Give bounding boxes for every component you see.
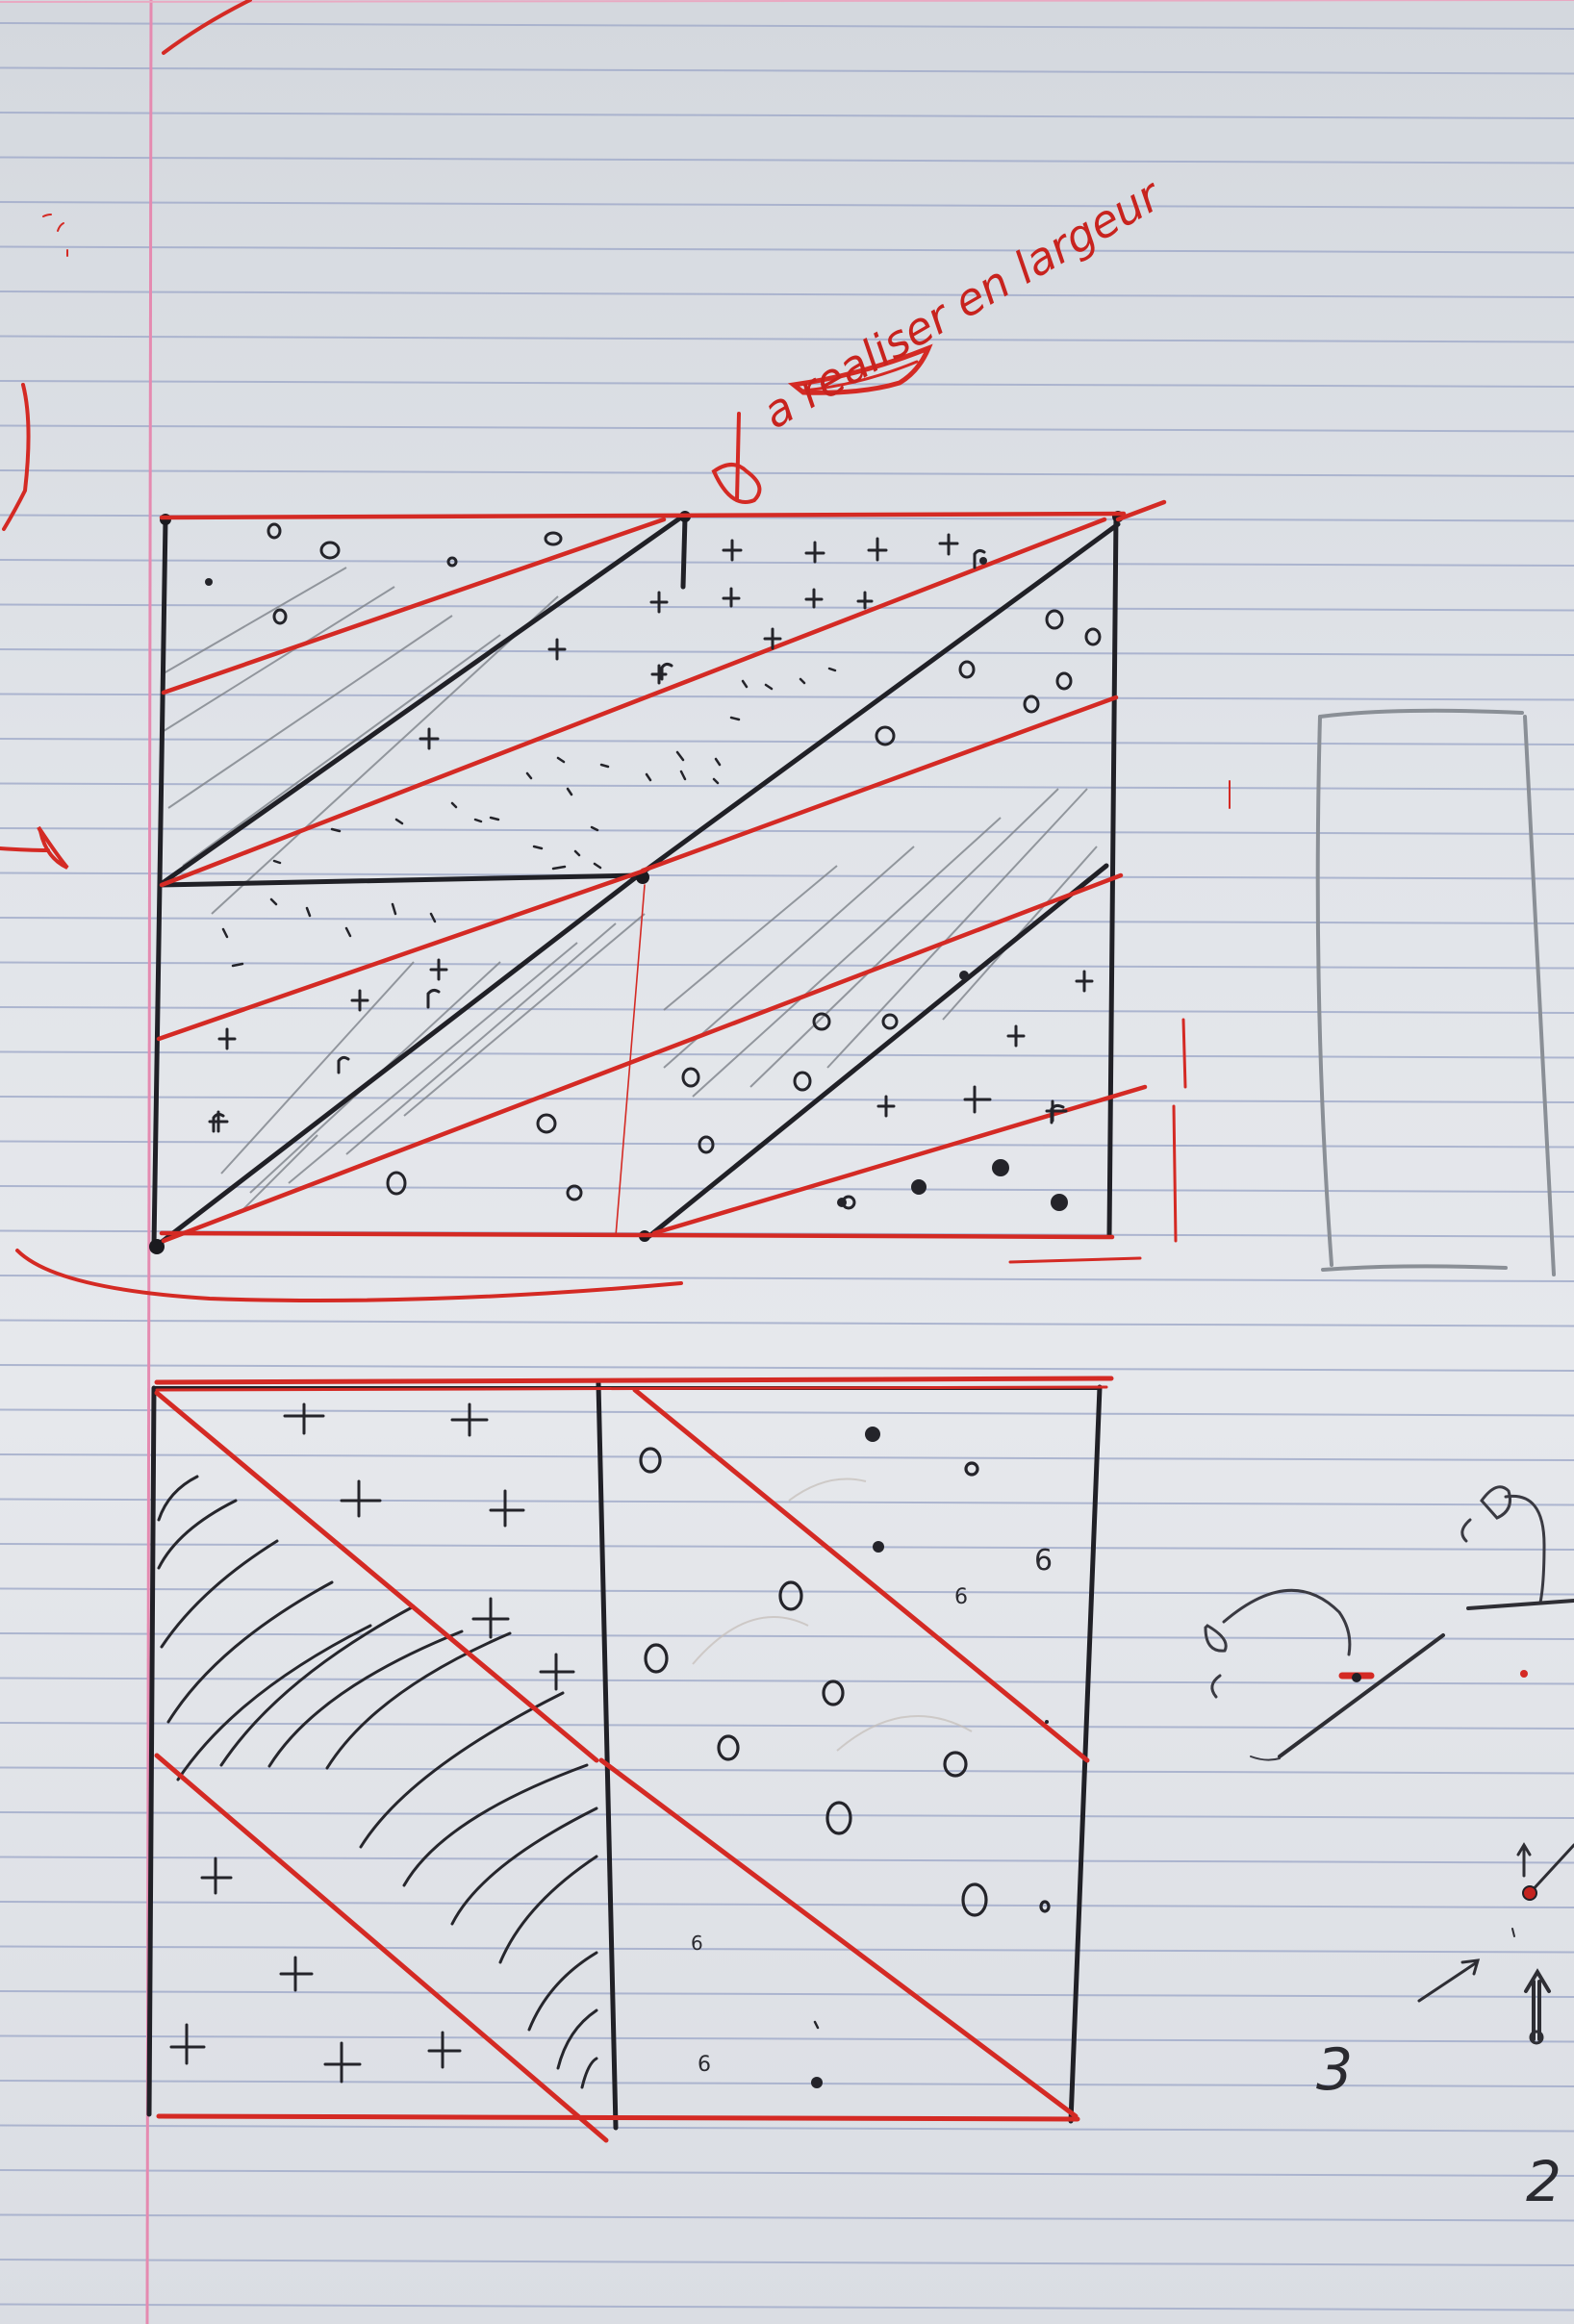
- rule-line: [0, 1856, 1574, 1864]
- hatching-top: [163, 567, 1098, 1213]
- rule-line: [0, 290, 1574, 298]
- red-lines-bottom: [154, 1376, 1114, 2143]
- rule-line: [0, 1498, 1574, 1506]
- rule-line: [0, 201, 1574, 209]
- pencil-rectangle: [1315, 708, 1556, 1276]
- rule-line: [0, 1945, 1574, 1954]
- dashes-top: [221, 667, 837, 968]
- number-two: 2: [1526, 2149, 1561, 2214]
- rule-line: [0, 1185, 1574, 1193]
- black-outline-top: [151, 512, 1121, 1249]
- margin-line: [145, 0, 153, 2324]
- rule-line: [0, 2080, 1574, 2087]
- rule-line: [0, 1766, 1574, 1775]
- rule-line: [0, 424, 1574, 433]
- red-annotations: [0, 0, 933, 1302]
- faint-marks: [692, 1478, 973, 1752]
- plus-signs-top: [208, 533, 1094, 1133]
- circles-bottom: [639, 1447, 1051, 1917]
- rule-line: [0, 1408, 1574, 1417]
- rule-line: [0, 1050, 1574, 1059]
- top-square: [149, 499, 1231, 1264]
- rule-line: [0, 1453, 1574, 1461]
- rule-line: [0, 1275, 1574, 1282]
- rule-line: [0, 738, 1574, 745]
- red-lines-top: [156, 499, 1231, 1264]
- rule-line: [0, 2213, 1574, 2222]
- marks-bottom: [813, 2020, 820, 2030]
- rule-line: [0, 827, 1574, 835]
- red-note: a realiser en largeur: [753, 167, 1171, 439]
- rule-line: [0, 22, 1574, 30]
- black-outline-bottom: [146, 1380, 1103, 2131]
- rule-line: [0, 1677, 1574, 1685]
- rule-line: [0, 66, 1574, 75]
- filled-dots-bottom: [811, 1427, 1049, 2088]
- number-three: 3: [1316, 2036, 1353, 2104]
- plus-signs-bottom: [169, 1402, 575, 2084]
- rule-line: [0, 245, 1574, 254]
- right-diagrams: [1204, 1485, 1574, 2045]
- rule-line: [0, 469, 1574, 477]
- rule-line: [0, 335, 1574, 343]
- six-mark: 6: [698, 2053, 711, 2077]
- rule-line: [0, 1096, 1574, 1103]
- rule-line: [0, 961, 1574, 970]
- rule-line: [0, 380, 1574, 388]
- rule-line: [0, 1140, 1574, 1149]
- rule-line: [0, 603, 1574, 612]
- small-sixes-bottom: 6 6 6 6: [691, 1544, 1053, 2077]
- rule-line: [0, 1990, 1574, 1998]
- rule-line: [0, 693, 1574, 701]
- rule-line: [0, 917, 1574, 924]
- rule-line: [0, 1364, 1574, 1372]
- six-mark: 6: [954, 1585, 968, 1609]
- rule-line: [0, 1811, 1574, 1819]
- rule-line: [0, 2124, 1574, 2133]
- rule-line: [0, 2303, 1574, 2311]
- rule-line: [0, 156, 1574, 164]
- rule-line: [0, 1319, 1574, 1327]
- margin-line-top-pink: [0, 0, 1574, 3]
- six-mark: 6: [691, 1932, 703, 1955]
- rule-line: [0, 559, 1574, 567]
- rule-line: [0, 872, 1574, 880]
- hatching-bottom: [157, 1475, 598, 2089]
- circles-top: [267, 522, 1102, 1210]
- rule-line: [0, 2034, 1574, 2043]
- rule-line: [0, 1632, 1574, 1640]
- rule-line: [0, 112, 1574, 119]
- rule-line: [0, 2169, 1574, 2177]
- rule-line: [0, 1901, 1574, 1908]
- rule-line: [0, 648, 1574, 656]
- rule-line: [0, 1543, 1574, 1551]
- r-marks-top: [212, 548, 1065, 1133]
- bottom-square: 6 6 6 6: [146, 1376, 1114, 2143]
- six-mark: 6: [1034, 1544, 1053, 1578]
- rule-line: [0, 782, 1574, 791]
- rule-line: [0, 2259, 1574, 2266]
- filled-dots-top: [205, 557, 1068, 1211]
- rule-line: [0, 1722, 1574, 1730]
